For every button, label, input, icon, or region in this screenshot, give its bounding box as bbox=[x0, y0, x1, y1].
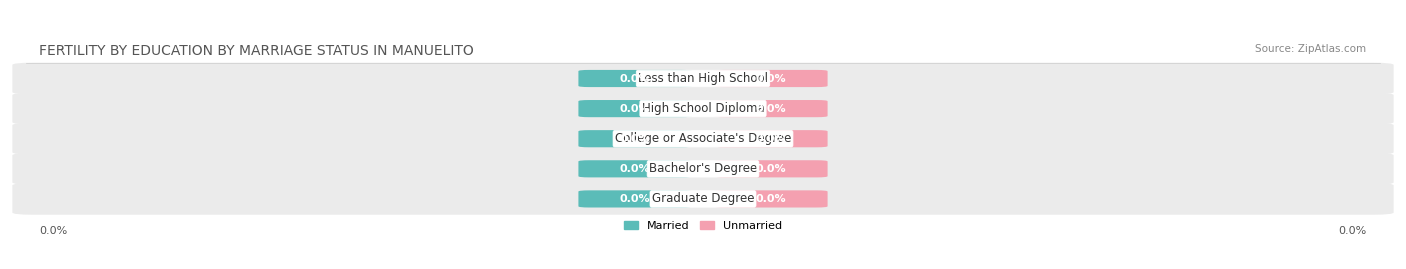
Legend: Married, Unmarried: Married, Unmarried bbox=[624, 221, 782, 231]
Text: FERTILITY BY EDUCATION BY MARRIAGE STATUS IN MANUELITO: FERTILITY BY EDUCATION BY MARRIAGE STATU… bbox=[39, 44, 474, 58]
Text: 0.0%: 0.0% bbox=[1339, 226, 1367, 236]
FancyBboxPatch shape bbox=[13, 63, 1393, 94]
Text: Less than High School: Less than High School bbox=[638, 72, 768, 85]
Text: Bachelor's Degree: Bachelor's Degree bbox=[650, 162, 756, 175]
FancyBboxPatch shape bbox=[13, 183, 1393, 215]
Text: 0.0%: 0.0% bbox=[755, 194, 786, 204]
Text: 0.0%: 0.0% bbox=[755, 164, 786, 174]
Text: 0.0%: 0.0% bbox=[755, 104, 786, 114]
Text: Graduate Degree: Graduate Degree bbox=[652, 192, 754, 206]
FancyBboxPatch shape bbox=[578, 190, 692, 207]
FancyBboxPatch shape bbox=[13, 123, 1393, 154]
FancyBboxPatch shape bbox=[578, 70, 692, 87]
Text: High School Diploma: High School Diploma bbox=[641, 102, 765, 115]
Text: College or Associate's Degree: College or Associate's Degree bbox=[614, 132, 792, 145]
Text: 0.0%: 0.0% bbox=[620, 164, 651, 174]
FancyBboxPatch shape bbox=[714, 100, 828, 117]
Text: 0.0%: 0.0% bbox=[620, 134, 651, 144]
FancyBboxPatch shape bbox=[714, 70, 828, 87]
Text: 0.0%: 0.0% bbox=[620, 73, 651, 83]
FancyBboxPatch shape bbox=[714, 130, 828, 147]
Text: 0.0%: 0.0% bbox=[755, 73, 786, 83]
FancyBboxPatch shape bbox=[578, 160, 692, 177]
Text: Source: ZipAtlas.com: Source: ZipAtlas.com bbox=[1256, 44, 1367, 54]
FancyBboxPatch shape bbox=[578, 130, 692, 147]
Text: 0.0%: 0.0% bbox=[755, 134, 786, 144]
FancyBboxPatch shape bbox=[714, 190, 828, 207]
FancyBboxPatch shape bbox=[714, 160, 828, 177]
Text: 0.0%: 0.0% bbox=[39, 226, 67, 236]
FancyBboxPatch shape bbox=[13, 153, 1393, 185]
Text: 0.0%: 0.0% bbox=[620, 194, 651, 204]
FancyBboxPatch shape bbox=[578, 100, 692, 117]
FancyBboxPatch shape bbox=[13, 93, 1393, 125]
Text: 0.0%: 0.0% bbox=[620, 104, 651, 114]
